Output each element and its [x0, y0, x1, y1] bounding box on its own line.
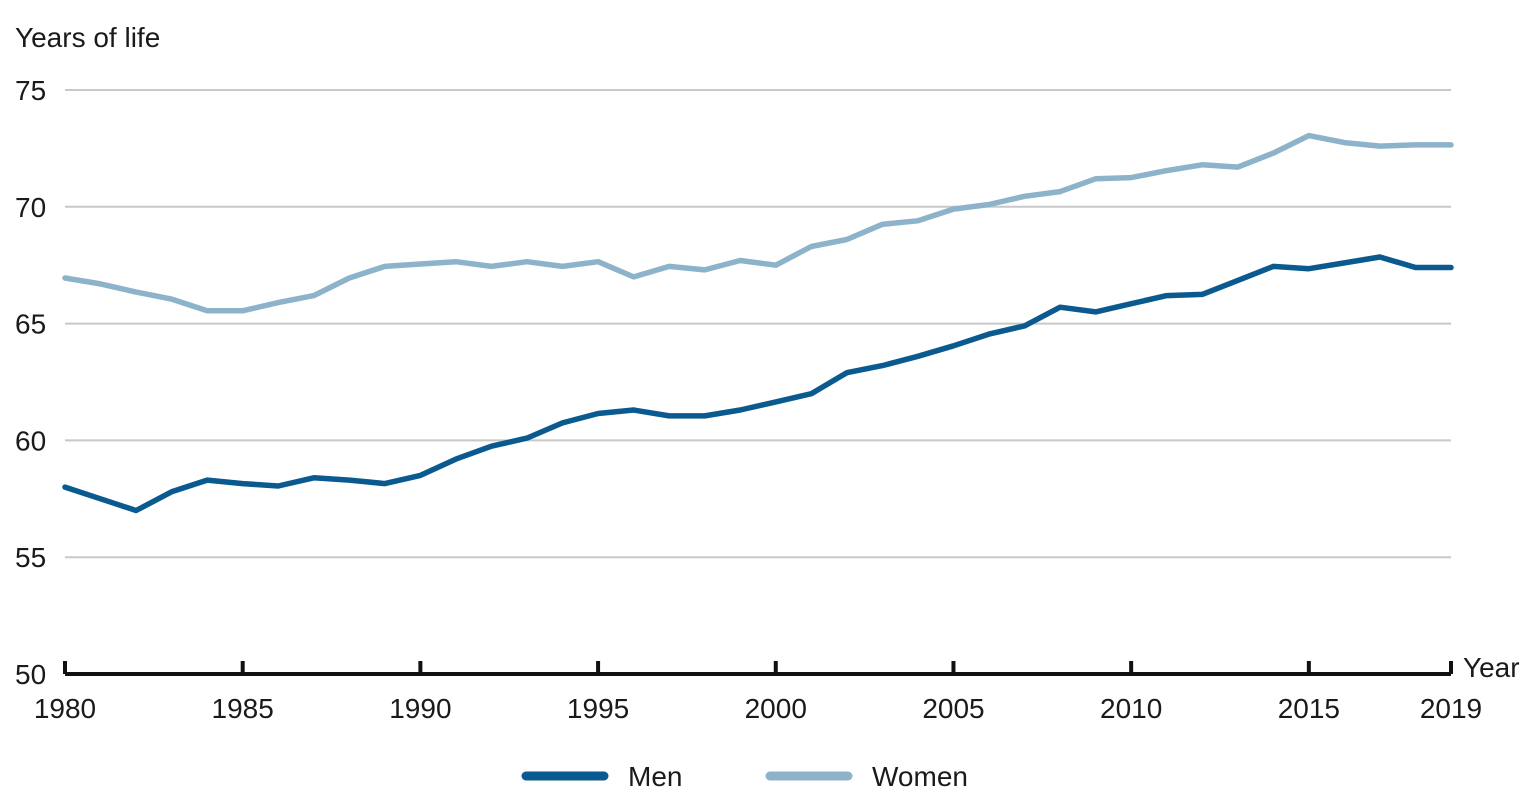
series-line-women [62, 132, 1454, 314]
y-axis-ticks: 50 55 60 65 70 75 [15, 75, 46, 690]
y-tick-label-55: 55 [15, 542, 46, 573]
x-tick-label-1985: 1985 [212, 693, 274, 724]
series-lines [62, 132, 1454, 514]
x-tick-label-1995: 1995 [567, 693, 629, 724]
x-tick-label-2019: 2019 [1420, 693, 1482, 724]
y-tick-label-70: 70 [15, 192, 46, 223]
x-axis: 1980 1985 1990 1995 2000 2005 2010 2015 2019 [34, 661, 1482, 724]
y-tick-label-50: 50 [15, 659, 46, 690]
x-tick-label-1990: 1990 [389, 693, 451, 724]
y-tick-label-75: 75 [15, 75, 46, 106]
y-tick-label-60: 60 [15, 425, 46, 456]
x-tick-label-2015: 2015 [1278, 693, 1340, 724]
y-tick-label-65: 65 [15, 309, 46, 340]
gridlines [65, 89, 1451, 559]
y-axis-title: Years of life [15, 22, 160, 53]
legend: Men Women [521, 761, 968, 792]
x-tick-label-1980: 1980 [34, 693, 96, 724]
legend-label-men: Men [628, 761, 682, 792]
x-tick-label-2005: 2005 [922, 693, 984, 724]
x-axis-title: Year [1463, 652, 1520, 683]
x-tick-label-2000: 2000 [745, 693, 807, 724]
legend-label-women: Women [872, 761, 968, 792]
series-line-men [62, 254, 1454, 514]
x-tick-label-2010: 2010 [1100, 693, 1162, 724]
